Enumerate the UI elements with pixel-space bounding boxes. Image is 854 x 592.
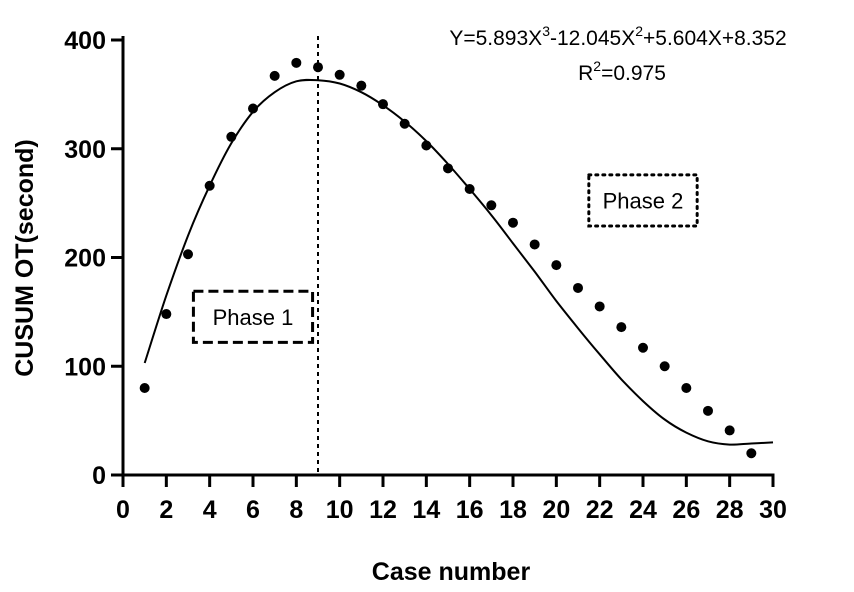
data-point	[616, 322, 627, 333]
data-point	[183, 249, 193, 260]
x-tick-label: 4	[203, 496, 217, 524]
data-point	[334, 69, 345, 80]
data-point	[248, 103, 258, 114]
phase-1-label: Phase 1	[213, 305, 294, 330]
label-layer: Case number CUSUM OT(second) Y=5.893X3-1…	[11, 23, 787, 586]
y-tick-label: 0	[92, 462, 106, 490]
data-point	[486, 200, 497, 211]
data-point	[161, 309, 172, 320]
x-tick-label: 0	[116, 496, 130, 524]
y-tick-label: 100	[64, 353, 106, 381]
phase-2-label: Phase 2	[603, 188, 684, 213]
y-axis-title: CUSUM OT(second)	[11, 139, 39, 377]
x-tick-label: 12	[369, 496, 397, 524]
data-point	[573, 282, 583, 293]
data-point	[529, 239, 540, 250]
phase-2-box	[587, 173, 699, 228]
x-tick-label: 20	[542, 496, 570, 524]
data-point	[139, 383, 150, 393]
y-tick-label: 200	[64, 245, 106, 273]
x-tick-label: 30	[759, 496, 787, 524]
data-point	[378, 99, 388, 110]
data-point	[204, 180, 215, 191]
data-point	[638, 342, 648, 353]
data-point	[226, 131, 237, 142]
data-point	[508, 217, 518, 228]
data-point	[659, 361, 670, 372]
x-tick-label: 26	[672, 496, 700, 524]
data-point	[703, 405, 713, 416]
data-point	[724, 425, 735, 436]
data-point	[464, 183, 475, 194]
data-point	[746, 448, 757, 459]
fit-equation: Y=5.893X3-12.045X2+5.604X+8.352	[449, 23, 786, 50]
data-point	[551, 260, 562, 271]
x-tick-label: 6	[246, 496, 260, 524]
y-tick-label: 400	[64, 27, 106, 55]
x-axis-title: Case number	[372, 558, 531, 586]
data-point	[421, 140, 432, 151]
data-point	[443, 163, 453, 174]
plot-layer: Phase 1 Phase 2	[139, 36, 774, 475]
x-tick-label: 14	[412, 496, 440, 524]
x-tick-label: 24	[629, 496, 657, 524]
x-tick-label: 28	[716, 496, 744, 524]
data-point	[399, 118, 410, 129]
data-point	[313, 62, 323, 73]
x-tick-label: 22	[586, 496, 614, 524]
r-squared: R2=0.975	[578, 58, 666, 85]
phase-1-box	[191, 289, 315, 344]
x-tick-label: 16	[456, 496, 484, 524]
data-point	[681, 383, 692, 393]
data-point	[291, 57, 302, 68]
x-tick-label: 18	[499, 496, 527, 524]
fit-curve	[143, 78, 774, 446]
data-point	[594, 301, 605, 312]
x-tick-label: 2	[159, 496, 173, 524]
data-point	[269, 70, 280, 81]
data-point	[356, 80, 367, 91]
y-tick-label: 300	[64, 136, 106, 164]
x-tick-label: 10	[326, 496, 354, 524]
x-tick-label: 8	[289, 496, 303, 524]
